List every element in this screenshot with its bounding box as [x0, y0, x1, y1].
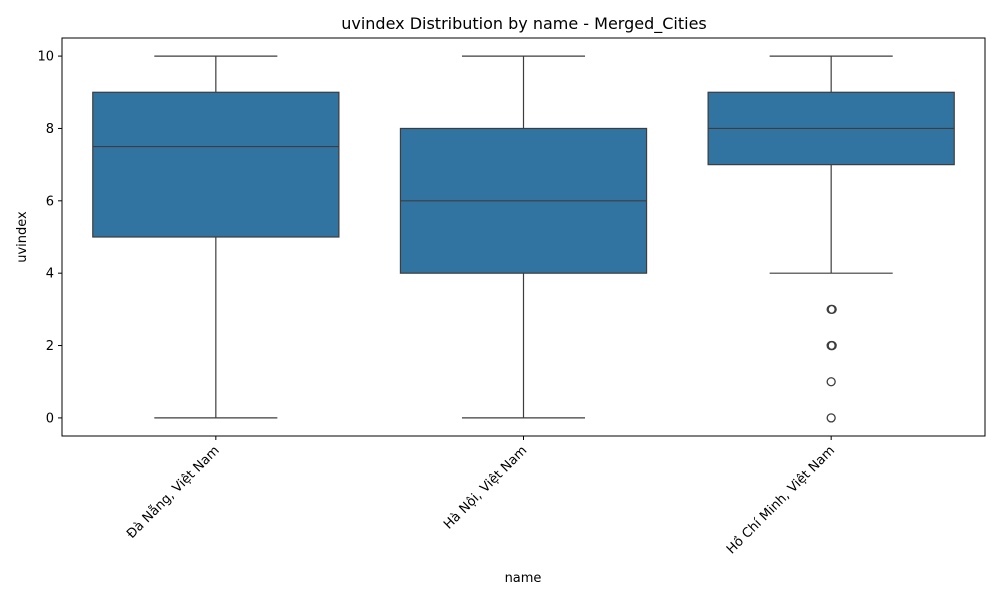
- y-tick-label: 8: [46, 122, 54, 137]
- x-tick-label: Đà Nẵng, Việt Nam: [124, 443, 223, 542]
- chart-title: uvindex Distribution by name - Merged_Ci…: [341, 14, 707, 34]
- outlier-point: [826, 413, 836, 423]
- y-tick-label: 4: [46, 267, 54, 282]
- y-tick-label: 0: [46, 411, 54, 426]
- box-group: [707, 55, 955, 423]
- box-group: [399, 55, 648, 419]
- outlier-point: [827, 304, 837, 315]
- x-tick-label: Hồ Chí Minh, Việt Nam: [724, 443, 838, 557]
- x-axis-label: name: [505, 571, 542, 586]
- y-tick-label: 2: [46, 339, 54, 354]
- boxes-layer: [92, 55, 955, 423]
- x-tick-label: Hà Nội, Việt Nam: [441, 443, 530, 532]
- y-tick-label: 6: [46, 194, 54, 209]
- outlier-point: [826, 377, 836, 387]
- y-axis-label: uvindex: [15, 211, 30, 263]
- y-tick-label: 10: [37, 50, 54, 65]
- iqr-box: [92, 91, 340, 238]
- y-axis: 0 2 4 6 8 10: [37, 50, 62, 426]
- box-group: [92, 55, 340, 419]
- x-axis: Đà Nẵng, Việt Nam Hà Nội, Việt Nam Hồ Chí …: [124, 436, 838, 557]
- outlier-point: [827, 340, 837, 351]
